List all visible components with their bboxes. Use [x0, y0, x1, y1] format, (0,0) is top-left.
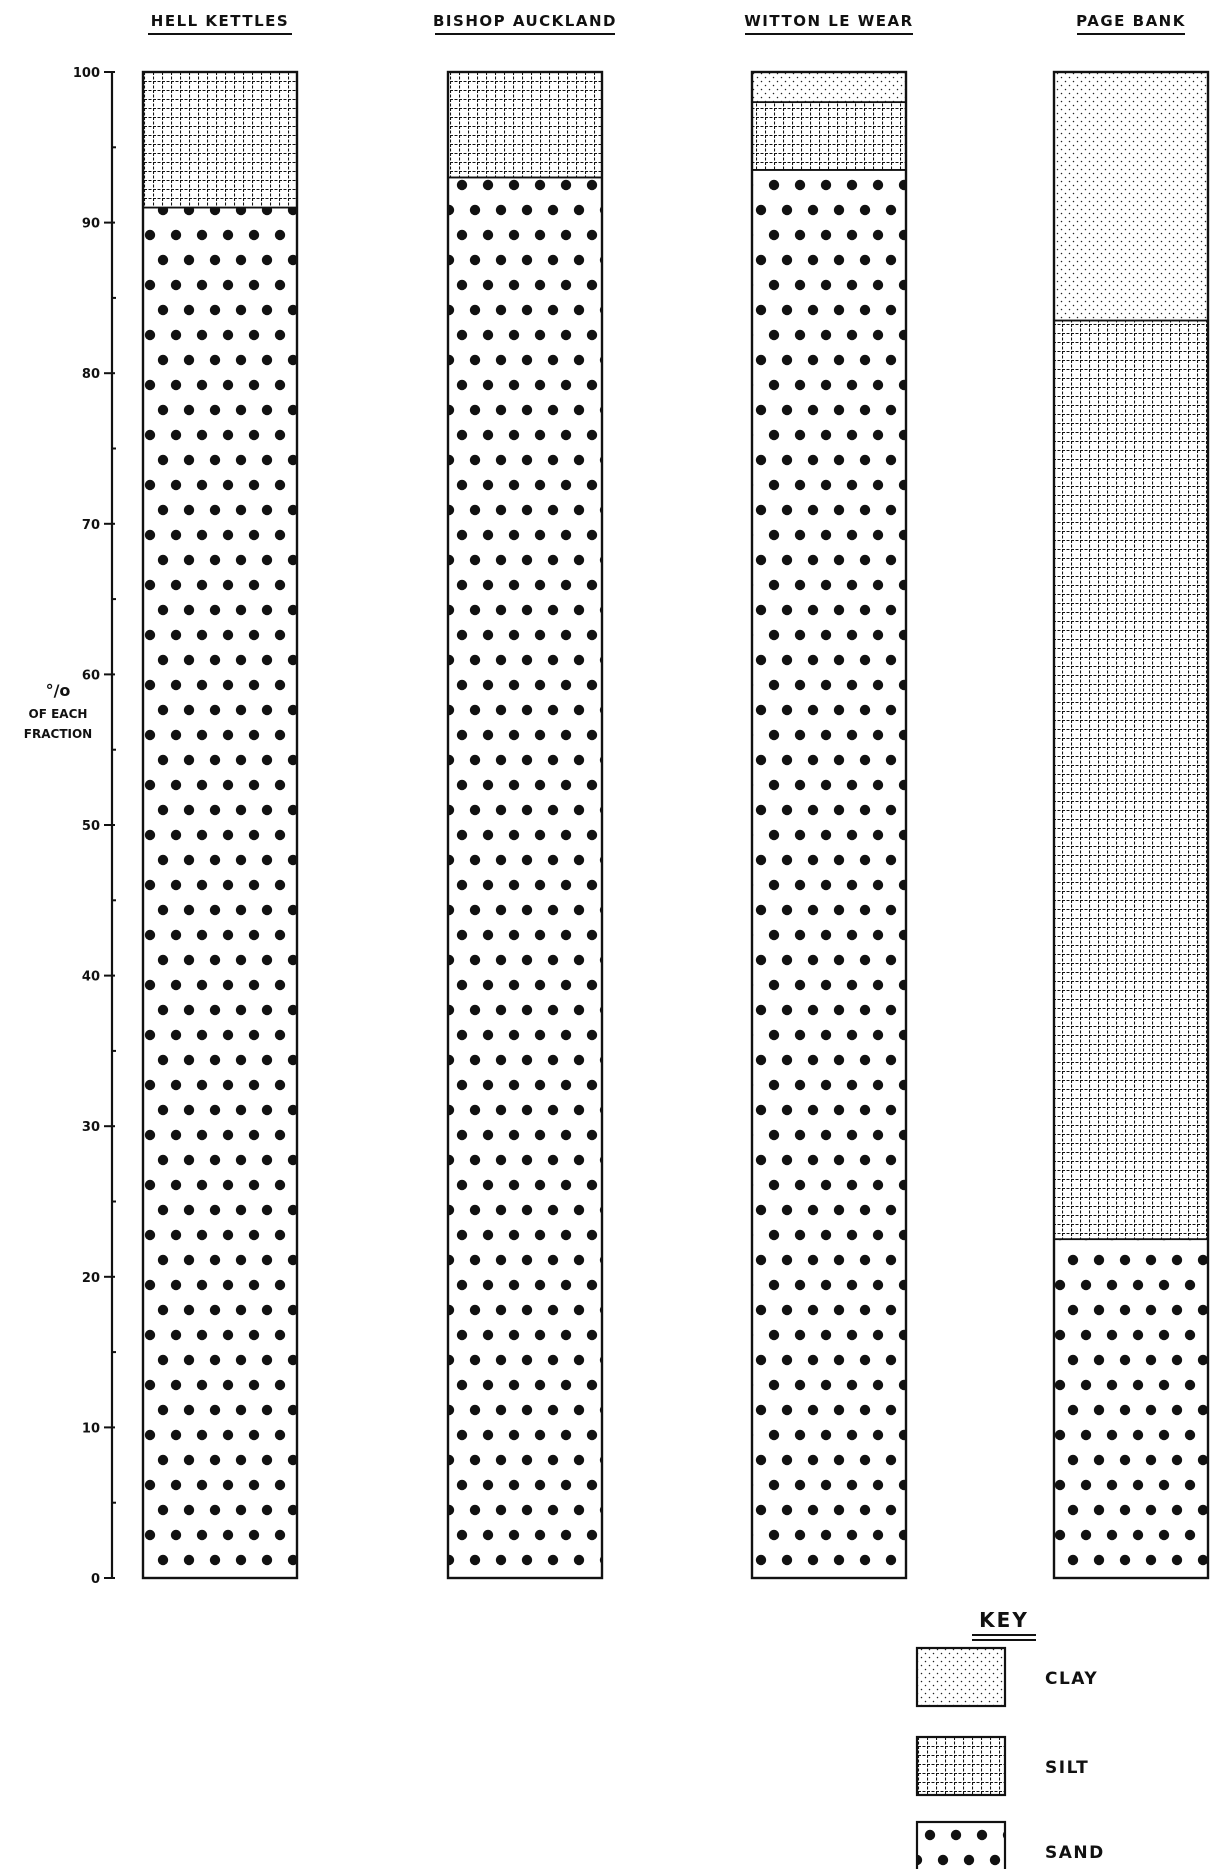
- legend-item-clay: CLAY: [915, 1646, 1098, 1708]
- bar-hell-kettles: [141, 70, 299, 1580]
- segment-clay: [751, 71, 907, 104]
- segment-silt: [142, 71, 298, 209]
- segment-silt: [447, 71, 603, 179]
- legend-label: SAND: [1045, 1843, 1105, 1863]
- y-tick-label: 50: [82, 819, 100, 834]
- category-title: PAGE BANK: [1076, 12, 1186, 30]
- y-tick-label: 0: [91, 1572, 100, 1587]
- segment-silt: [751, 101, 907, 171]
- legend-swatch: [915, 1735, 1007, 1797]
- bar-witton-le-wear: [750, 70, 908, 1580]
- y-tick-label: 70: [82, 518, 100, 533]
- y-tick-label: 100: [73, 66, 100, 81]
- y-axis-label-line-3: FRACTION: [24, 727, 92, 741]
- category-titles: HELL KETTLES BISHOP AUCKLAND WITTON LE WEA…: [148, 12, 1186, 35]
- segment-sand: [447, 176, 603, 1579]
- segment-sand: [1053, 1238, 1209, 1579]
- y-tick-label: 20: [82, 1271, 100, 1286]
- bars: [141, 70, 1210, 1580]
- legend-label: SILT: [1045, 1758, 1089, 1778]
- segment-sand: [142, 206, 298, 1579]
- legend-label: CLAY: [1045, 1669, 1098, 1689]
- y-tick-label: 80: [82, 367, 100, 382]
- y-tick-label: 60: [82, 668, 100, 683]
- category-title: BISHOP AUCKLAND: [433, 12, 617, 30]
- legend-swatch: [915, 1646, 1007, 1708]
- legend-item-sand: SAND: [915, 1820, 1105, 1869]
- category-title: WITTON LE WEAR: [744, 12, 913, 30]
- category-title: HELL KETTLES: [151, 12, 289, 30]
- y-axis: 0 10 20 30 40 50 60 70 80 90 100: [73, 66, 116, 1587]
- y-tick-label: 90: [82, 217, 100, 232]
- legend-item-silt: SILT: [915, 1735, 1089, 1797]
- bar-page-bank: [1052, 70, 1210, 1580]
- legend: KEY CLAY SILT SAND: [915, 1608, 1105, 1869]
- y-tick-label: 10: [82, 1421, 100, 1436]
- segment-silt: [1053, 319, 1209, 1241]
- segment-clay: [1053, 71, 1209, 322]
- y-tick-label: 40: [82, 970, 100, 985]
- y-axis-label-line-1: °/o: [46, 681, 71, 700]
- y-tick-label: 30: [82, 1120, 100, 1135]
- legend-swatch: [915, 1820, 1007, 1869]
- legend-title: KEY: [979, 1608, 1029, 1632]
- y-axis-label-line-2: OF EACH: [29, 707, 88, 721]
- bar-outline: [750, 70, 908, 1580]
- segment-sand: [751, 168, 907, 1579]
- bar-bishop-auckland: [446, 70, 604, 1580]
- bar-outline: [141, 70, 299, 1580]
- bar-outline: [1052, 70, 1210, 1580]
- bar-outline: [446, 70, 604, 1580]
